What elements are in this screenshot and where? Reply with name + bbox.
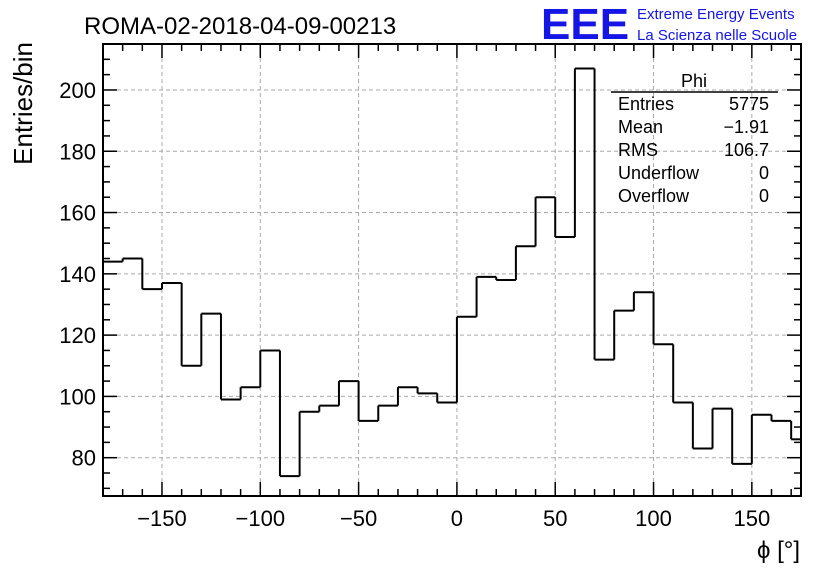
stats-label: Overflow <box>618 186 690 206</box>
stats-value: 0 <box>759 186 769 206</box>
stats-label: RMS <box>618 140 658 160</box>
grid-lines <box>103 44 801 496</box>
stats-box: Phi Entries 5775 Mean −1.91 RMS 106.7 Underflo… <box>611 71 778 206</box>
eee-logo-mark: EEE <box>541 0 629 49</box>
stats-label: Mean <box>618 117 663 137</box>
y-axis-label: Entries/bin <box>8 42 38 165</box>
x-tick-label: 100 <box>635 506 672 531</box>
y-tick-label: 140 <box>59 262 96 287</box>
y-tick-label: 160 <box>59 201 96 226</box>
chart-title: ROMA-02-2018-04-09-00213 <box>84 13 396 40</box>
stats-label: Underflow <box>618 163 700 183</box>
x-tick-label: −50 <box>340 506 377 531</box>
y-tick-label: 200 <box>59 78 96 103</box>
eee-logo: EEE Extreme Energy Events La Scienza nel… <box>541 0 797 49</box>
logo-line-1: Extreme Energy Events <box>637 6 795 23</box>
y-tick-label: 120 <box>59 323 96 348</box>
stats-value: −1.91 <box>723 117 769 137</box>
x-tick-label: −150 <box>137 506 187 531</box>
y-tick-label: 180 <box>59 139 96 164</box>
x-tick-label: −100 <box>236 506 286 531</box>
plot-frame <box>102 43 802 497</box>
stats-label: Entries <box>618 94 674 114</box>
x-tick-label: 50 <box>543 506 567 531</box>
x-tick-label: 0 <box>451 506 463 531</box>
stats-title: Phi <box>681 71 707 91</box>
histogram-series <box>103 67 801 478</box>
logo-line-2: La Scienza nelle Scuole <box>637 27 797 44</box>
stats-value: 106.7 <box>724 140 769 160</box>
y-tick-label: 80 <box>72 446 96 471</box>
stats-value: 0 <box>759 163 769 183</box>
x-axis-label: ϕ [°] <box>757 537 800 564</box>
stats-value: 5775 <box>729 94 769 114</box>
axes: −150 −100 −50 0 50 100 150 80 100 120 140 160 180 200 <box>59 43 802 531</box>
y-tick-label: 100 <box>59 384 96 409</box>
x-tick-label: 150 <box>733 506 770 531</box>
